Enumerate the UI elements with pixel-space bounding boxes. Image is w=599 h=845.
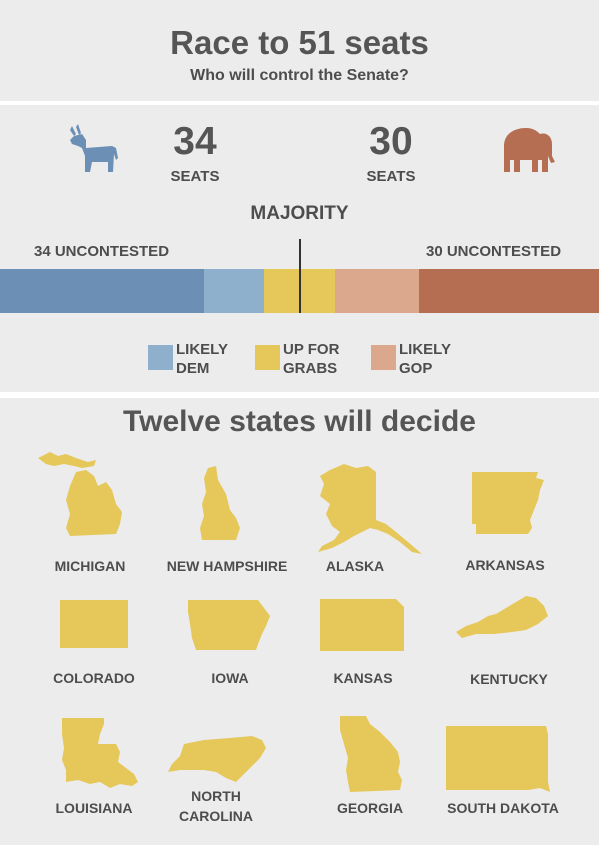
dem-uncontested-label: 34 UNCONTESTED	[34, 243, 170, 260]
arkansas-shape-icon	[472, 472, 544, 534]
legend-text-line2: GRABS	[283, 360, 338, 377]
bar-segment-gop-uncontested	[419, 269, 599, 313]
state-label-georgia: GEORGIA	[336, 800, 404, 816]
state-label-louisiana: LOUISIANA	[55, 800, 133, 816]
bar-segment-likely-gop	[335, 269, 419, 313]
legend-text-line2: DEM	[176, 360, 210, 377]
state-label-arkansas: ARKANSAS	[465, 557, 545, 573]
alaska-shape-icon	[318, 464, 422, 554]
bar-segment-dem-uncontested	[0, 269, 204, 313]
seat-stacked-bar	[0, 269, 599, 313]
states-title: Twelve states will decide	[123, 405, 476, 438]
donkey-icon	[70, 124, 118, 172]
state-label-michigan: MICHIGAN	[54, 558, 126, 574]
state-label-new-hampshire: NEW HAMPSHIRE	[166, 558, 288, 574]
state-label-south-dakota: SOUTH DAKOTA	[447, 800, 559, 816]
bar-segment-likely-dem	[204, 269, 264, 313]
legend-swatch	[371, 345, 396, 370]
gop-uncontested-label: 30 UNCONTESTED	[426, 243, 562, 260]
legend-text-line1: UP FOR	[283, 341, 340, 358]
colorado-shape-icon	[60, 600, 128, 648]
state-label-line2: CAROLINA	[179, 808, 253, 824]
state-label-line1: NORTH	[191, 788, 241, 804]
page-subtitle: Who will control the Senate?	[190, 67, 409, 84]
page-title: Race to 51 seats	[170, 24, 429, 61]
state-label-kentucky: KENTUCKY	[470, 671, 548, 687]
kansas-shape-icon	[320, 599, 404, 651]
state-label-kansas: KANSAS	[333, 670, 393, 686]
legend-swatch	[255, 345, 280, 370]
iowa-shape-icon	[188, 600, 270, 650]
kentucky-shape-icon	[456, 596, 548, 638]
elephant-icon	[504, 128, 555, 172]
south-dakota-shape-icon	[446, 726, 550, 792]
north-carolina-shape-icon	[168, 736, 266, 782]
gop-seats-label: SEATS	[366, 168, 416, 185]
dem-seats-label: SEATS	[170, 168, 220, 185]
legend-swatch	[148, 345, 173, 370]
header: Race to 51 seats Who will control the Se…	[0, 0, 599, 101]
majority-label: MAJORITY	[250, 203, 349, 224]
new-hampshire-shape-icon	[200, 466, 240, 540]
state-label-colorado: COLORADO	[53, 670, 135, 686]
michigan-shape-icon	[38, 452, 122, 536]
legend-text-line2: GOP	[399, 360, 433, 377]
state-label-alaska: ALASKA	[325, 558, 385, 574]
gop-seat-count: 30	[369, 120, 413, 163]
georgia-shape-icon	[340, 716, 402, 792]
state-label-north-carolina: NORTH CAROLINA	[166, 786, 266, 826]
dem-seat-count: 34	[173, 120, 217, 163]
legend-text-line1: LIKELY	[176, 341, 228, 358]
majority-line	[299, 239, 301, 313]
louisiana-shape-icon	[62, 718, 138, 788]
state-label-iowa: IOWA	[211, 670, 249, 686]
legend-text-line1: LIKELY	[399, 341, 451, 358]
